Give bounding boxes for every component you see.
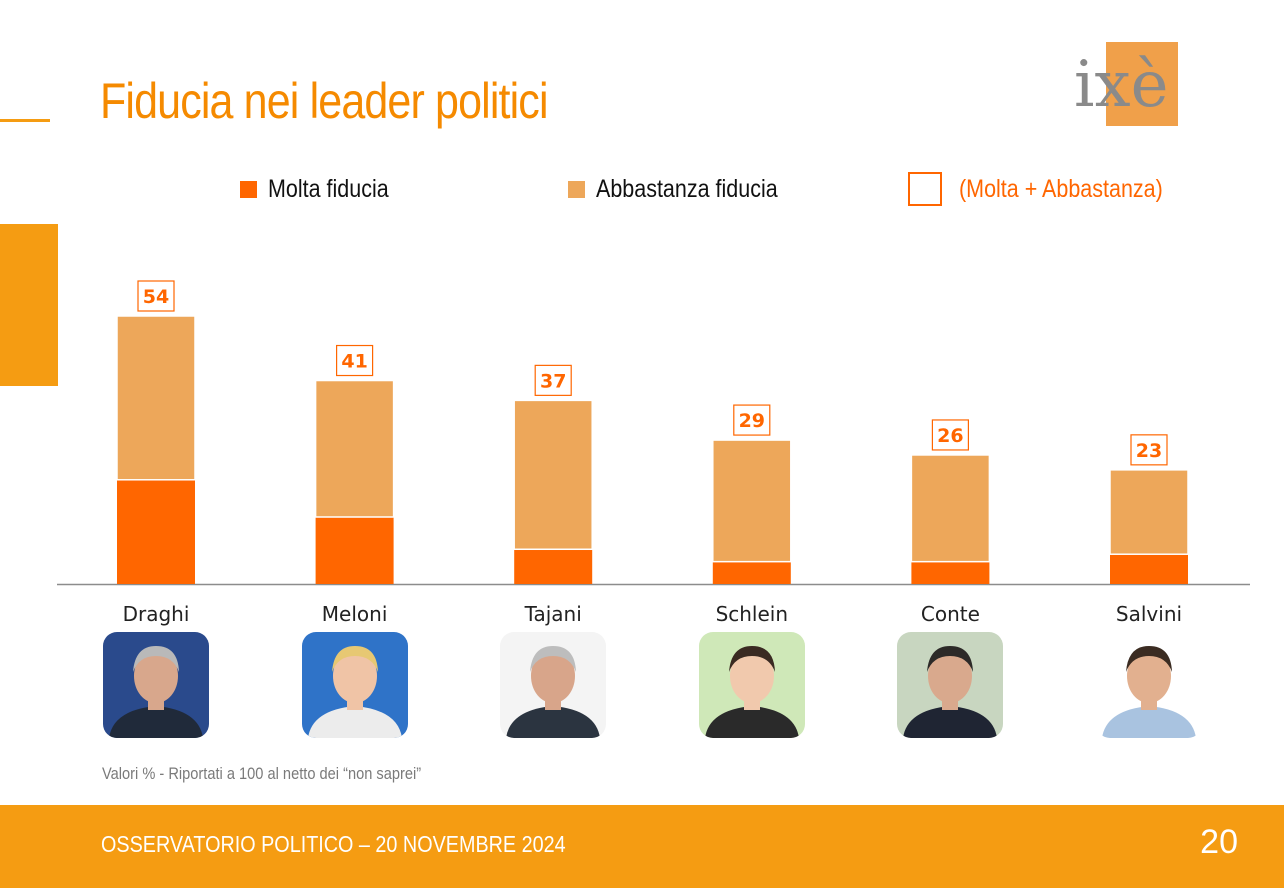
total-box-draghi [137,280,175,312]
bar-abbastanza-schlein [712,439,792,563]
footer-text: OSSERVATORIO POLITICO – 20 NOVEMBRE 2024 [101,831,566,857]
total-box-salvini [1130,434,1168,466]
legend-label-totale: (Molta + Abbastanza) [959,174,1163,203]
bar-abbastanza-tajani [513,399,593,551]
legend-item-abbastanza: Abbastanza fiducia [568,172,807,206]
legend-item-molta: Molta fiducia [240,172,408,206]
conte-photo-icon [897,632,1004,738]
category-label-tajani: Tajani [524,602,582,626]
total-label-salvini: 23 [1136,440,1162,462]
bar-abbastanza-meloni [314,379,395,518]
logo-square [1106,42,1178,126]
total-label-meloni: 41 [341,351,367,373]
total-box-schlein [733,404,771,436]
page-number: 20 [1200,823,1238,861]
total-box-conte [931,419,970,451]
schlein-photo-icon [698,632,805,738]
category-label-draghi: Draghi [123,602,190,626]
total-box-meloni [336,344,374,377]
title-rule [0,119,50,122]
bar-abbastanza-conte [910,454,991,563]
bar-abbastanza-draghi [116,315,196,481]
legend-label-molta: Molta fiducia [268,174,389,203]
bar-molta-draghi [117,479,195,584]
bar-abbastanza-salvini [1109,469,1189,555]
bar-molta-tajani [514,549,593,584]
total-label-conte: 26 [937,425,963,447]
total-label-tajani: 37 [540,370,566,392]
bar-molta-schlein [712,561,791,584]
total-box-tajani [534,364,572,396]
legend-box-totale [908,172,942,206]
page-title: Fiducia nei leader politici [100,73,549,129]
legend-swatch-abbastanza [568,180,585,198]
total-label-draghi: 54 [143,286,169,308]
ixe-logo: ixè [1072,42,1178,126]
category-label-meloni: Meloni [322,602,388,626]
bar-molta-meloni [315,517,394,584]
category-label-salvini: Salvini [1116,602,1182,626]
bar-molta-conte [911,561,990,584]
legend-swatch-molta [240,180,257,198]
draghi-photo-icon [103,632,209,738]
category-label-conte: Conte [921,602,980,626]
bar-molta-salvini [1110,554,1188,584]
total-label-schlein: 29 [739,410,765,432]
footnote: Valori % - Riportati a 100 al netto dei … [102,764,422,783]
salvini-photo-icon [1096,632,1202,738]
side-accent-bar [0,224,58,386]
logo-text: ixè [1074,48,1168,122]
footer-bar [0,805,1284,888]
tajani-photo-icon [500,632,607,738]
legend-label-abbastanza: Abbastanza fiducia [596,174,778,203]
meloni-photo-icon [301,632,408,738]
category-label-schlein: Schlein [716,602,788,626]
legend-item-totale: (Molta + Abbastanza) [908,172,1196,206]
